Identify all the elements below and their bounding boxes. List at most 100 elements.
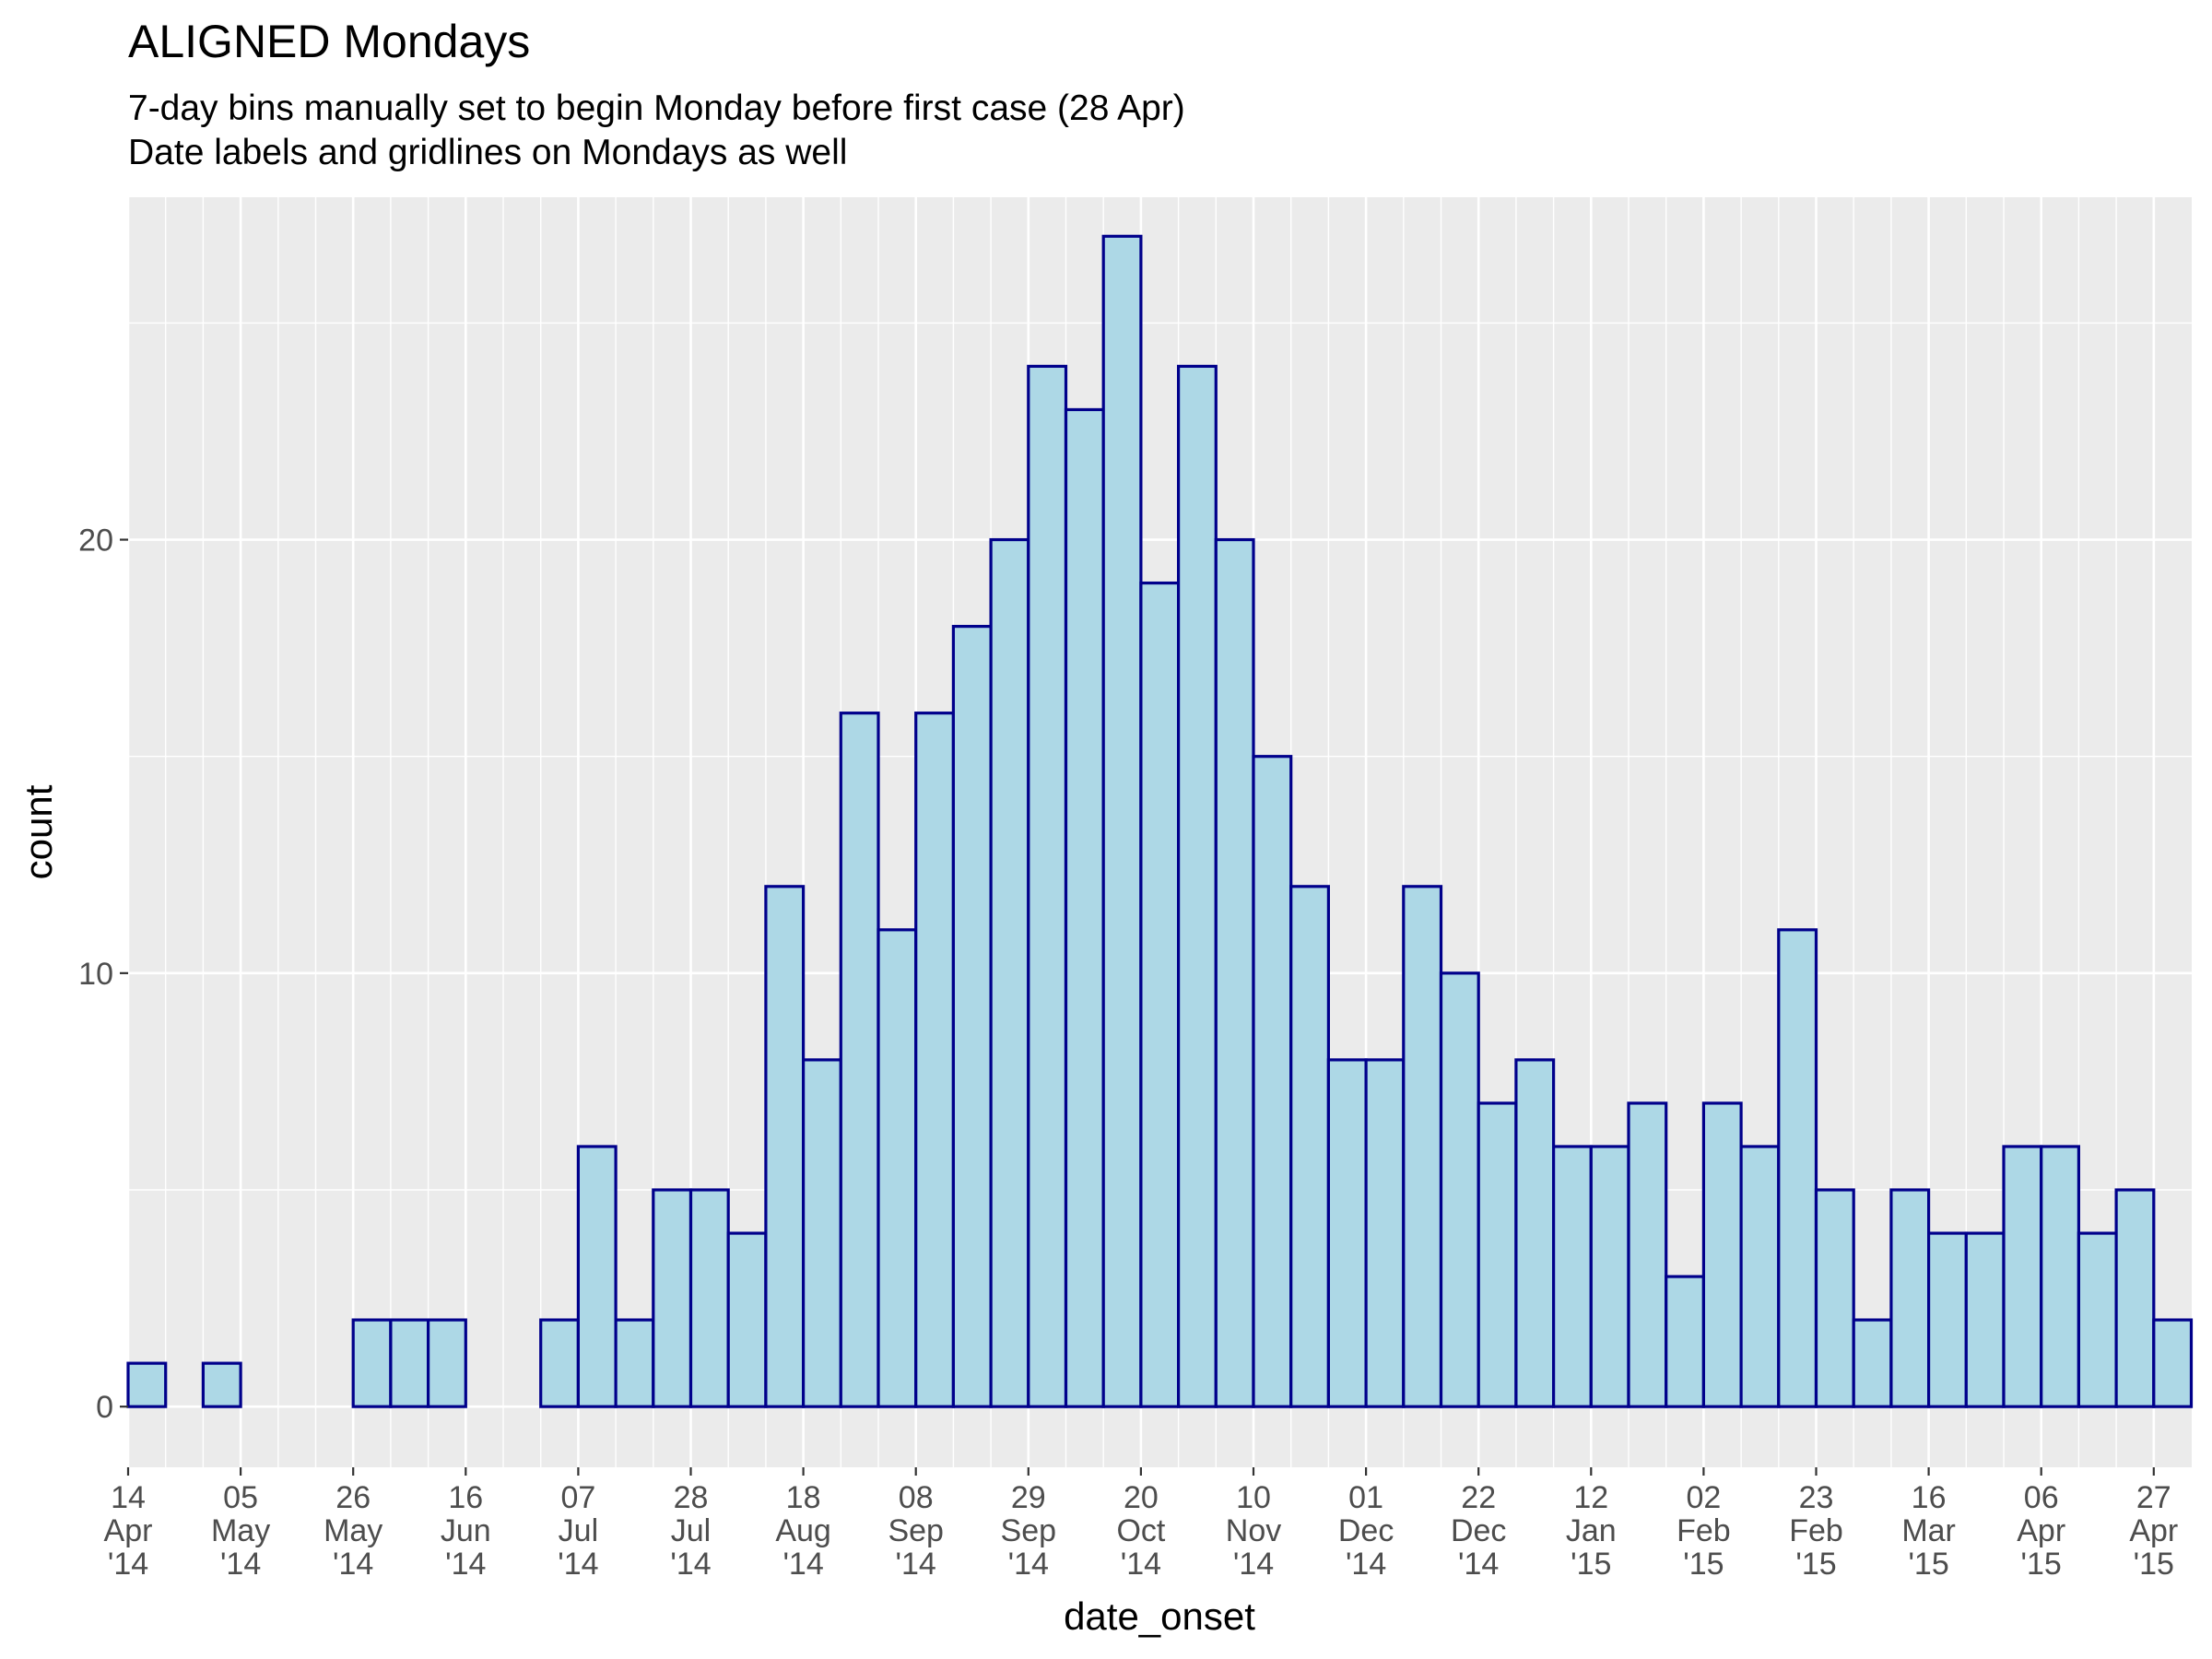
x-tick-label: 20 xyxy=(1124,1480,1159,1515)
x-tick-label: 06 xyxy=(2024,1480,2059,1515)
histogram-bar xyxy=(1627,1101,1668,1408)
y-tick-label: 0 xyxy=(96,1390,113,1425)
x-tick-label: Apr xyxy=(2017,1513,2065,1548)
histogram-bar xyxy=(652,1188,693,1408)
histogram-bar xyxy=(201,1361,242,1408)
histogram-bar xyxy=(1364,1058,1406,1408)
x-tick-label: Jul xyxy=(559,1513,598,1548)
histogram-bar xyxy=(764,885,806,1408)
x-tick-label: 28 xyxy=(674,1480,709,1515)
x-tick-label: '14 xyxy=(558,1547,598,1582)
histogram-bar xyxy=(1139,581,1181,1408)
x-axis-title: date_onset xyxy=(1064,1594,1255,1638)
histogram-bar xyxy=(1289,885,1330,1408)
x-tick-label: '14 xyxy=(1008,1547,1049,1582)
x-tick-label: '15 xyxy=(1683,1547,1724,1582)
histogram-bar xyxy=(2040,1145,2080,1408)
histogram-bar xyxy=(951,625,993,1408)
histogram-bar xyxy=(539,1318,581,1408)
x-tick-label: 22 xyxy=(1461,1480,1496,1515)
x-tick-label: '14 xyxy=(1458,1547,1499,1582)
y-tick-label: 20 xyxy=(78,524,113,559)
histogram-bar xyxy=(1439,971,1480,1408)
x-tick-label: Aug xyxy=(775,1513,831,1548)
histogram-bar xyxy=(1701,1101,1743,1408)
y-tick-label: 10 xyxy=(78,957,113,992)
histogram-bar xyxy=(2114,1188,2156,1408)
histogram-bar xyxy=(389,1318,430,1408)
x-tick-label: 16 xyxy=(448,1480,483,1515)
x-tick-label: 27 xyxy=(2136,1480,2171,1515)
histogram-bar xyxy=(1814,1188,1855,1408)
x-tick-label: 07 xyxy=(560,1480,595,1515)
x-tick-label: Apr xyxy=(104,1513,153,1548)
x-tick-label: '14 xyxy=(1121,1547,1161,1582)
x-tick-label: '15 xyxy=(1908,1547,1948,1582)
histogram-bar xyxy=(126,1361,168,1408)
x-tick-label: Jan xyxy=(1566,1513,1617,1548)
histogram-bar xyxy=(1589,1145,1630,1408)
x-tick-label: Dec xyxy=(1451,1513,1506,1548)
histogram-bar xyxy=(351,1318,393,1408)
x-tick-label: '14 xyxy=(108,1547,148,1582)
histogram-bar xyxy=(1477,1101,1518,1408)
x-tick-label: 18 xyxy=(786,1480,821,1515)
histogram-bar xyxy=(1852,1318,1893,1408)
x-tick-label: '14 xyxy=(670,1547,711,1582)
histogram-bar xyxy=(1101,234,1143,1408)
chart-subtitle-line-2: Date labels and gridlines on Mondays as … xyxy=(128,133,847,172)
histogram-bar xyxy=(877,928,918,1408)
histogram-bar xyxy=(1326,1058,1368,1408)
x-tick-label: '14 xyxy=(220,1547,261,1582)
histogram-bar xyxy=(576,1145,618,1408)
chart-subtitle-line-1: 7-day bins manually set to begin Monday … xyxy=(128,88,1185,128)
histogram-bar xyxy=(1551,1145,1593,1408)
histogram-bar xyxy=(427,1318,467,1408)
x-tick-label: Jul xyxy=(671,1513,711,1548)
histogram-bar xyxy=(1514,1058,1556,1408)
x-tick-label: 08 xyxy=(899,1480,934,1515)
histogram-bar xyxy=(839,712,880,1408)
histogram-bar xyxy=(614,1318,655,1408)
axes: 0102014Apr'1405May'1426May'1416Jun'1407J… xyxy=(78,524,2178,1582)
histogram-bar xyxy=(1739,1145,1781,1408)
x-tick-label: 26 xyxy=(335,1480,371,1515)
x-tick-label: '15 xyxy=(2021,1547,2062,1582)
x-tick-label: 14 xyxy=(111,1480,146,1515)
histogram-bar xyxy=(688,1188,730,1408)
x-tick-label: 12 xyxy=(1573,1480,1608,1515)
x-tick-label: May xyxy=(211,1513,270,1548)
x-tick-label: 16 xyxy=(1912,1480,1947,1515)
x-tick-label: Nov xyxy=(1226,1513,1281,1548)
histogram-bar xyxy=(1889,1188,1931,1408)
x-tick-label: Feb xyxy=(1677,1513,1731,1548)
x-tick-label: Apr xyxy=(2129,1513,2178,1548)
histogram-bar xyxy=(726,1231,768,1408)
x-tick-label: '14 xyxy=(1233,1547,1274,1582)
histogram-bar xyxy=(1176,364,1218,1408)
histogram-bar xyxy=(2077,1231,2118,1408)
x-tick-label: '15 xyxy=(1571,1547,1611,1582)
histogram-bar xyxy=(1927,1231,1968,1408)
histogram-bar xyxy=(1402,885,1443,1408)
x-tick-label: Jun xyxy=(441,1513,491,1548)
x-tick-label: '14 xyxy=(896,1547,936,1582)
x-tick-label: Mar xyxy=(1901,1513,1956,1548)
x-tick-label: Sep xyxy=(888,1513,944,1548)
x-tick-label: 10 xyxy=(1236,1480,1271,1515)
histogram-bar xyxy=(1027,364,1068,1408)
x-tick-label: Oct xyxy=(1116,1513,1165,1548)
x-tick-label: '14 xyxy=(782,1547,823,1582)
x-tick-label: 23 xyxy=(1799,1480,1834,1515)
histogram-bar xyxy=(1665,1275,1705,1408)
y-axis-title: count xyxy=(17,784,60,879)
x-tick-label: Sep xyxy=(1001,1513,1057,1548)
x-tick-label: '14 xyxy=(333,1547,373,1582)
x-tick-label: 29 xyxy=(1011,1480,1046,1515)
histogram-bar xyxy=(1777,928,1818,1408)
x-tick-label: '15 xyxy=(2134,1547,2174,1582)
x-tick-label: 01 xyxy=(1348,1480,1383,1515)
x-tick-label: 02 xyxy=(1686,1480,1721,1515)
